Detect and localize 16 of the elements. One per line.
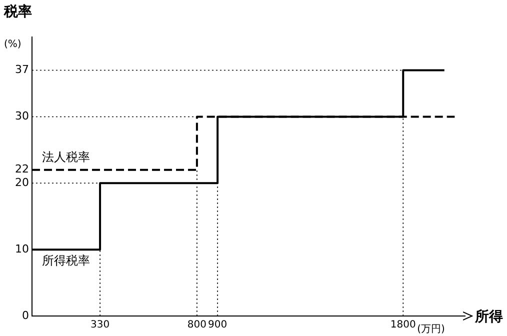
- x-tick-label: 330: [90, 320, 110, 331]
- x-tick-label: 800: [187, 320, 206, 331]
- x-tick-label: 1800: [390, 320, 416, 331]
- y-tick-label: 20: [14, 176, 29, 189]
- series-label: 所得税率: [42, 254, 90, 268]
- x-axis-title: 所得: [474, 309, 503, 325]
- y-tick-label: 10: [14, 242, 29, 256]
- y-tick-label: 30: [14, 110, 29, 123]
- series-label: 法人税率: [42, 150, 90, 164]
- text: (%): [4, 39, 22, 50]
- text: (万円): [417, 324, 446, 335]
- y-tick-label: 22: [14, 162, 29, 176]
- y-tick-label: 37: [14, 63, 29, 76]
- y-tick-label: 0: [22, 308, 29, 322]
- y-axis-title: 税率: [3, 3, 32, 20]
- x-tick-label: 900: [208, 320, 228, 331]
